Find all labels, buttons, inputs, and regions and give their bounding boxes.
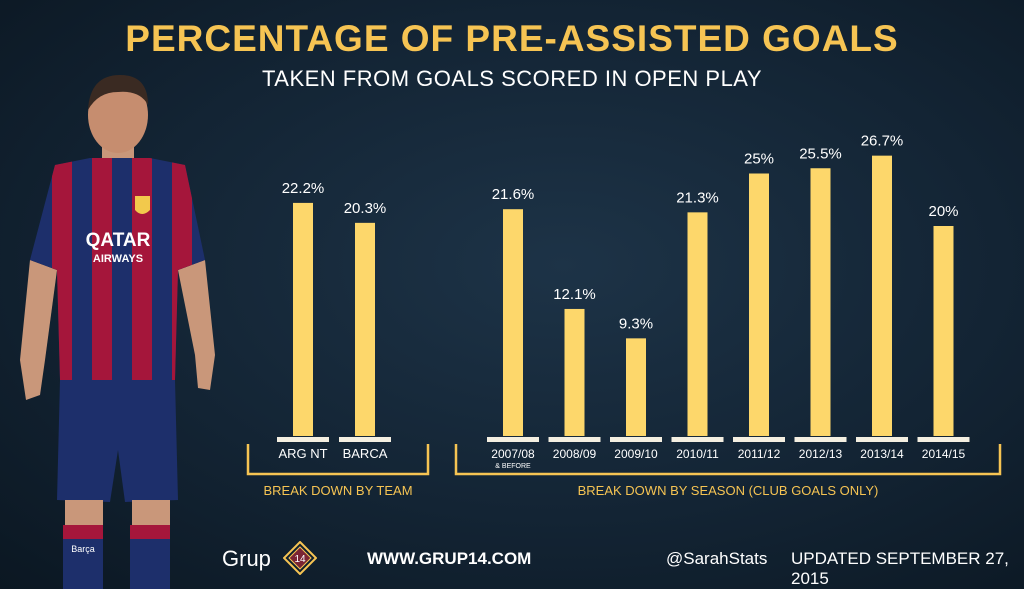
category-label: 2010/11: [676, 447, 719, 461]
bar-value-label: 21.6%: [492, 186, 535, 203]
category-label: 2009/10: [614, 447, 658, 461]
logo-number: 14: [294, 554, 306, 565]
brand-name: Grup: [222, 546, 271, 571]
category-label: 2011/12: [738, 447, 781, 461]
category-label: ARG NT: [278, 446, 327, 461]
bar-value-label: 12.1%: [553, 286, 596, 303]
category-label: 2007/08: [491, 447, 535, 461]
bar-value-label: 21.3%: [676, 189, 719, 206]
category-underline: [610, 437, 662, 442]
category-sublabel: & BEFORE: [495, 463, 531, 470]
category-underline: [856, 437, 908, 442]
sock-text: Barça: [71, 544, 95, 554]
bar-value-label: 22.2%: [282, 180, 325, 197]
chart-title: PERCENTAGE OF PRE-ASSISTED GOALS: [125, 18, 899, 59]
category-label: 2013/14: [860, 447, 904, 461]
bar-value-label: 20.3%: [344, 200, 387, 217]
chart-subtitle: TAKEN FROM GOALS SCORED IN OPEN PLAY: [261, 66, 763, 91]
category-underline: [671, 437, 724, 442]
category-underline: [487, 437, 539, 442]
website-link[interactable]: WWW.GRUP14.COM: [367, 549, 532, 568]
bar-value-label: 25%: [744, 151, 774, 168]
group-label: BREAK DOWN BY TEAM: [263, 483, 412, 498]
bar: [564, 308, 585, 436]
category-underline: [917, 437, 970, 442]
bar-value-label: 26.7%: [861, 133, 904, 150]
bar: [355, 222, 375, 436]
group-bracket: [246, 444, 430, 476]
category-underline: [548, 437, 601, 442]
bar: [933, 226, 954, 436]
twitter-handle[interactable]: @SarahStats: [666, 549, 768, 568]
shirt-sponsor-subtext: AIRWAYS: [93, 253, 143, 265]
group-bracket: [454, 444, 1002, 476]
shirt-sponsor-text: QATAR: [86, 230, 151, 251]
club-crest-icon: [135, 196, 150, 214]
category-underline: [339, 437, 391, 442]
player-illustration: QATAR AIRWAYS Barça: [20, 75, 215, 589]
group-label: BREAK DOWN BY SEASON (CLUB GOALS ONLY): [578, 483, 879, 498]
bar-value-label: 9.3%: [619, 315, 653, 332]
category-label: BARCA: [343, 446, 388, 461]
bar-value-label: 25.5%: [799, 145, 842, 162]
bar: [810, 168, 831, 436]
category-label: 2012/13: [799, 447, 843, 461]
bar: [872, 155, 892, 436]
bar-value-label: 20%: [928, 203, 958, 220]
bar: [503, 209, 523, 436]
bar: [749, 173, 769, 436]
bar: [687, 212, 708, 436]
grup14-logo-icon: 14: [283, 541, 317, 575]
updated-date: UPDATED SEPTEMBER 27, 2015: [791, 549, 1009, 588]
category-label: 2014/15: [922, 447, 966, 461]
category-label: 2008/09: [553, 447, 597, 461]
category-underline: [733, 437, 785, 442]
bar: [626, 338, 646, 436]
category-underline: [794, 437, 847, 442]
category-underline: [277, 437, 329, 442]
bar: [293, 202, 313, 436]
